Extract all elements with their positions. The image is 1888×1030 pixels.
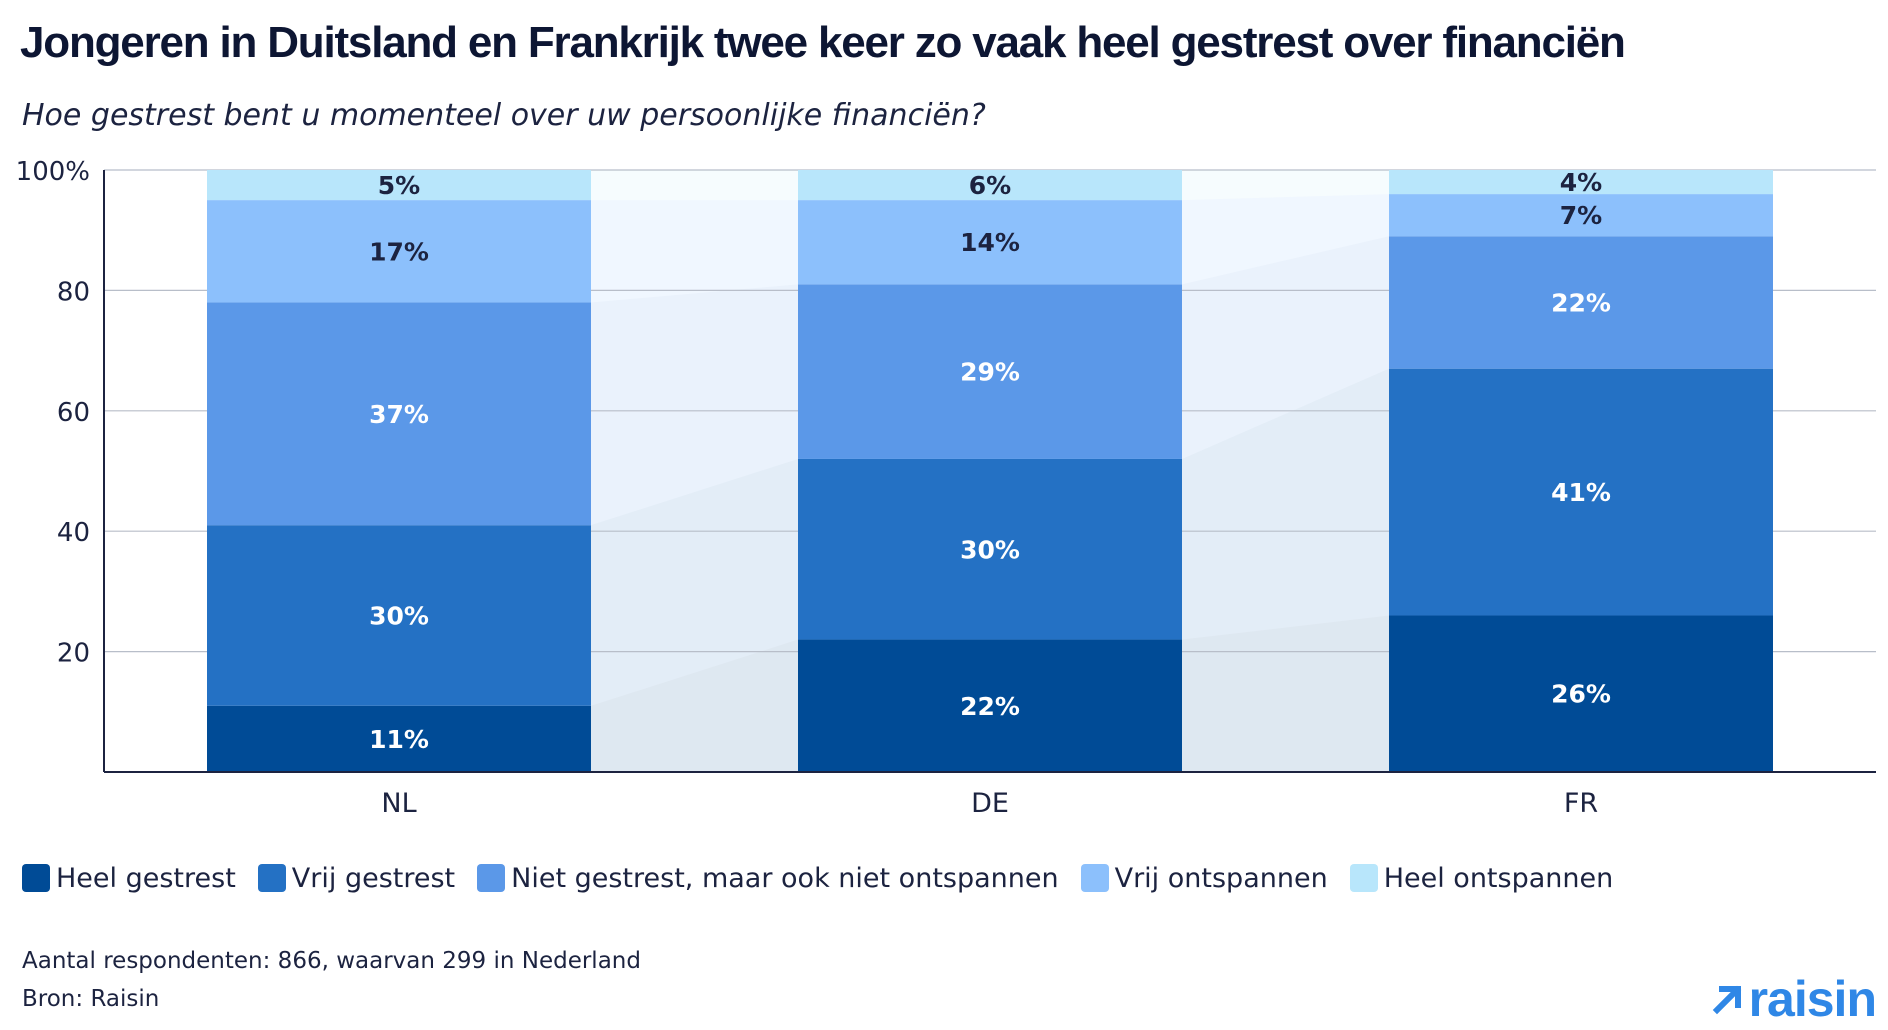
- data-label: 4%: [1560, 168, 1602, 197]
- axes: 20 40 60 80 100% NL DE FR: [16, 157, 1876, 819]
- connector-band: [591, 200, 798, 303]
- bar-segment: [798, 284, 1182, 459]
- legend-swatch: [257, 864, 286, 892]
- data-label: 7%: [1560, 201, 1602, 230]
- raisin-logo: raisin: [1711, 970, 1877, 1028]
- y-tick-label: 80: [57, 277, 90, 307]
- bar-segment: [1389, 615, 1773, 772]
- data-label: 41%: [1551, 478, 1611, 507]
- bar-segment: [1389, 170, 1773, 195]
- data-label: 37%: [369, 400, 429, 429]
- legend-swatch: [1349, 864, 1378, 892]
- legend-swatch: [22, 864, 50, 892]
- data-label: 14%: [960, 228, 1020, 257]
- logo-text: raisin: [1748, 971, 1877, 1027]
- bar-segment: [207, 200, 591, 303]
- bar-segment: [207, 525, 591, 706]
- source-note: Bron: Raisin: [22, 986, 160, 1012]
- connector-band: [1182, 170, 1389, 201]
- chart-title: Jongeren in Duitsland en Frankrijk twee …: [20, 18, 1626, 67]
- data-label: 6%: [969, 171, 1011, 200]
- data-label: 30%: [960, 535, 1020, 564]
- bar-segment: [798, 639, 1182, 772]
- connector-band: [1182, 194, 1389, 285]
- bar-segment: [798, 458, 1182, 640]
- data-label: 30%: [369, 601, 429, 630]
- data-label: 22%: [960, 692, 1020, 721]
- y-tick-label: 60: [57, 398, 90, 428]
- data-label: 11%: [369, 725, 429, 754]
- legend-label: Heel ontspannen: [1383, 862, 1614, 894]
- legend-item: Niet gestrest, maar ook niet ontspannen: [477, 862, 1059, 894]
- y-tick-label: 20: [57, 639, 90, 669]
- legend-item: Heel gestrest: [22, 863, 236, 894]
- connector-bands: [591, 170, 1389, 772]
- connector-band: [591, 170, 798, 201]
- legend-item: Vrij ontspannen: [1080, 862, 1328, 894]
- bar-segment: [1389, 368, 1773, 616]
- bar-segment: [207, 705, 591, 772]
- bars: [207, 170, 1773, 772]
- y-tick-label: 100%: [16, 157, 90, 187]
- data-label: 29%: [960, 358, 1020, 387]
- bar-segment: [798, 200, 1182, 285]
- data-label: 26%: [1551, 680, 1611, 709]
- data-label: 5%: [378, 171, 420, 200]
- bar-segment: [1389, 194, 1773, 237]
- data-labels: 11% 22% 26% 30% 30% 41% 37% 29% 22% 17% 14% 7% 5% 6% 4…: [369, 168, 1611, 754]
- bar-segment: [1389, 236, 1773, 369]
- arrow-up-right-icon: [1712, 985, 1741, 1015]
- x-tick-label: FR: [1564, 788, 1598, 819]
- connector-band: [591, 639, 798, 772]
- legend: Heel gestrest Vrij gestrest Niet gestrest,…: [22, 858, 1635, 898]
- legend-swatch: [1080, 864, 1109, 892]
- connector-band: [1182, 615, 1389, 772]
- chart-subtitle: Hoe gestrest bent u momenteel over uw pe…: [22, 98, 986, 133]
- legend-item: Heel ontspannen: [1349, 862, 1614, 894]
- y-tick-label: 40: [57, 518, 90, 548]
- x-tick-label: NL: [381, 788, 416, 819]
- bar-segment: [207, 302, 591, 526]
- respondents-footnote: Aantal respondenten: 866, waarvan 299 in…: [22, 948, 641, 974]
- data-label: 17%: [369, 237, 429, 266]
- stacked-bar-chart: 20 40 60 80 100% NL DE FR 11% 22% 26% 30% 30% 41% 37%…: [16, 157, 1876, 819]
- connector-band: [1182, 236, 1389, 459]
- legend-label: Vrij gestrest: [291, 862, 456, 894]
- x-tick-label: DE: [971, 788, 1009, 819]
- legend-item: Vrij gestrest: [257, 862, 456, 894]
- connector-band: [591, 284, 798, 526]
- bar-segment: [798, 170, 1182, 201]
- connector-band: [591, 458, 798, 706]
- legend-label: Vrij ontspannen: [1114, 862, 1328, 894]
- legend-swatch: [477, 864, 506, 892]
- legend-label: Heel gestrest: [56, 862, 236, 894]
- legend-label: Niet gestrest, maar ook niet ontspannen: [511, 862, 1059, 894]
- connector-band: [1182, 368, 1389, 640]
- bar-segment: [207, 170, 591, 201]
- data-label: 22%: [1551, 288, 1611, 317]
